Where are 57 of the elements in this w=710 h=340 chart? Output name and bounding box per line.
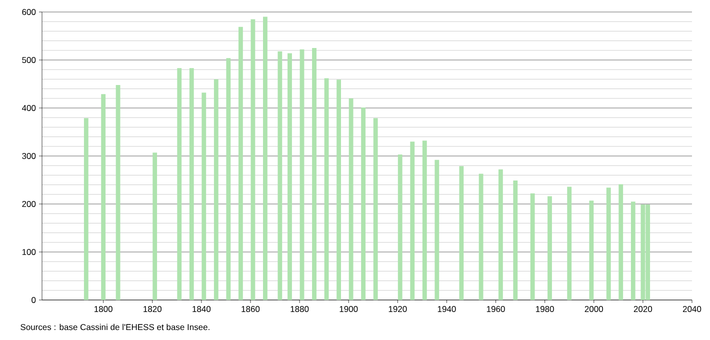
bar — [214, 79, 218, 300]
bar — [589, 200, 594, 300]
bar — [116, 84, 120, 300]
y-tick-label: 600 — [22, 8, 36, 15]
bar — [101, 94, 106, 300]
y-tick-label: 100 — [22, 248, 36, 255]
source-note: Sources : base Cassini de l'EHESS et base Insee. — [20, 324, 210, 330]
bar — [606, 188, 611, 300]
bar — [288, 53, 292, 300]
y-tick-label: 400 — [22, 104, 36, 111]
bar — [410, 142, 415, 300]
bar — [250, 19, 256, 300]
bar — [530, 193, 535, 300]
y-tick-label: 0 — [32, 296, 36, 303]
x-tick-label: 1860 — [242, 306, 260, 312]
y-tick-label: 500 — [22, 56, 36, 63]
x-tick-label: 1820 — [144, 306, 162, 312]
x-tick-label: 2020 — [634, 306, 652, 312]
x-tick-label: 1840 — [192, 306, 211, 312]
x-tick-label: 1900 — [340, 306, 358, 312]
bar — [263, 16, 268, 300]
bar — [459, 166, 464, 300]
bar — [618, 184, 624, 300]
bar — [373, 118, 378, 300]
bar — [189, 68, 194, 300]
x-tick-label: 1960 — [486, 306, 505, 312]
bar — [513, 180, 518, 300]
bar — [398, 154, 402, 300]
bar — [567, 186, 572, 300]
x-tick-label: 1980 — [536, 306, 554, 312]
bar — [548, 196, 552, 300]
bar — [177, 68, 182, 300]
bar — [348, 98, 354, 300]
bar — [498, 169, 503, 300]
x-tick-label: 1800 — [94, 306, 112, 312]
bar — [278, 51, 282, 300]
bar — [300, 49, 304, 300]
x-tick-label: 2000 — [584, 306, 603, 312]
bar — [336, 80, 342, 300]
bar — [84, 118, 88, 300]
bar — [422, 140, 427, 300]
bar — [202, 92, 206, 300]
bar — [152, 152, 158, 300]
bar — [312, 48, 316, 300]
bar — [478, 174, 484, 300]
bar — [361, 108, 366, 300]
y-tick-label: 200 — [22, 200, 36, 207]
bar — [238, 26, 243, 300]
bar — [630, 202, 636, 300]
bar — [226, 58, 231, 300]
x-tick-label: 1880 — [290, 306, 309, 312]
x-tick-label: 1940 — [438, 306, 456, 312]
bar — [434, 160, 440, 300]
x-tick-label: 2040 — [682, 306, 702, 312]
bar — [324, 78, 329, 300]
y-tick-label: 300 — [22, 152, 36, 159]
x-tick-label: 1920 — [388, 306, 407, 312]
